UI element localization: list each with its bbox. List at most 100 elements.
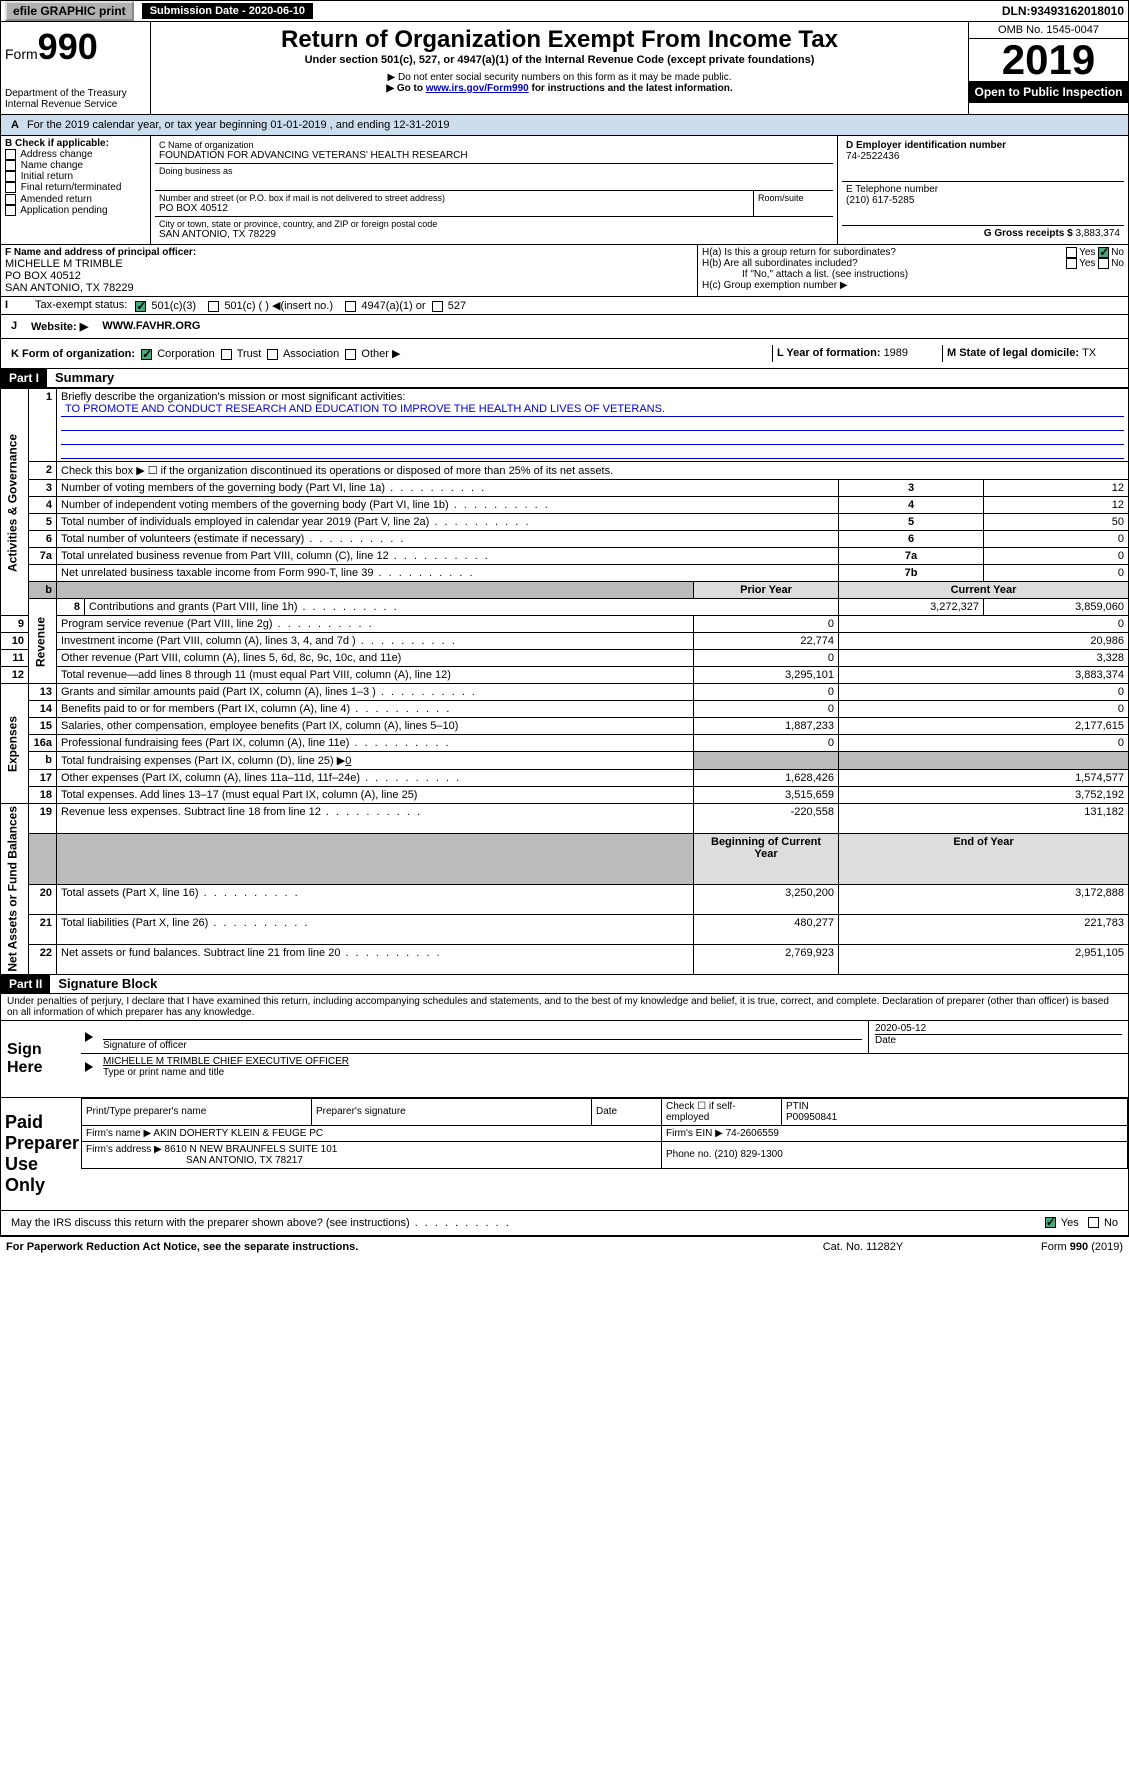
line8: Contributions and grants (Part VIII, lin… bbox=[89, 601, 399, 613]
line4: Number of independent voting members of … bbox=[61, 499, 550, 511]
officer-addr1: PO BOX 40512 bbox=[5, 270, 693, 282]
paid-preparer-label: Paid Preparer Use Only bbox=[1, 1098, 81, 1210]
c18: 3,752,192 bbox=[839, 787, 1129, 804]
line11: Other revenue (Part VIII, column (A), li… bbox=[61, 652, 401, 664]
box-hb: H(b) Are all subordinates included? bbox=[702, 258, 1066, 269]
top-toolbar: efile GRAPHIC print Submission Date - 20… bbox=[0, 0, 1129, 22]
sign-here-label: Sign Here bbox=[1, 1021, 81, 1097]
chk-527[interactable]: 527 bbox=[432, 300, 466, 312]
side-netassets: Net Assets or Fund Balances bbox=[1, 804, 29, 975]
firm-ein-label: Firm's EIN ▶ bbox=[666, 1128, 723, 1139]
c13: 0 bbox=[839, 684, 1129, 701]
website-value: WWW.FAVHR.ORG bbox=[102, 320, 200, 332]
box-i-label: Tax-exempt status: bbox=[31, 297, 131, 314]
line20: Total assets (Part X, line 16) bbox=[61, 887, 300, 899]
side-activities: Activities & Governance bbox=[1, 389, 29, 616]
val16b: 0 bbox=[345, 755, 351, 767]
discuss-no[interactable]: No bbox=[1088, 1217, 1118, 1229]
p8: 3,272,327 bbox=[839, 599, 984, 616]
open-public-badge: Open to Public Inspection bbox=[969, 81, 1128, 103]
p21: 480,277 bbox=[694, 914, 839, 944]
mission-text: TO PROMOTE AND CONDUCT RESEARCH AND EDUC… bbox=[61, 403, 1124, 417]
p15: 1,887,233 bbox=[694, 718, 839, 735]
val3: 12 bbox=[984, 480, 1129, 497]
p22: 2,769,923 bbox=[694, 944, 839, 974]
name-title-label: Type or print name and title bbox=[103, 1067, 1122, 1078]
box-f-label: F Name and address of principal officer: bbox=[5, 247, 693, 258]
firm-addr1: 8610 N NEW BRAUNFELS SUITE 101 bbox=[165, 1144, 338, 1155]
submission-date-badge: Submission Date - 2020-06-10 bbox=[142, 3, 313, 19]
org-info-block: B Check if applicable: Address change Na… bbox=[0, 136, 1129, 245]
p12: 3,295,101 bbox=[694, 667, 839, 684]
box-hc: H(c) Group exemption number ▶ bbox=[702, 280, 1124, 291]
sig-date-value: 2020-05-12 bbox=[875, 1023, 1122, 1034]
arrow-icon bbox=[85, 1062, 93, 1072]
pra-notice: For Paperwork Reduction Act Notice, see … bbox=[6, 1241, 763, 1253]
cat-no: Cat. No. 11282Y bbox=[763, 1241, 963, 1253]
line16b: Total fundraising expenses (Part IX, col… bbox=[61, 755, 345, 767]
chk-trust[interactable]: Trust bbox=[221, 348, 262, 360]
p10: 22,774 bbox=[694, 633, 839, 650]
box-l-label: L Year of formation: bbox=[777, 347, 884, 359]
footer-row: For Paperwork Reduction Act Notice, see … bbox=[0, 1236, 1129, 1257]
firm-name: AKIN DOHERTY KLEIN & FEUGE PC bbox=[153, 1128, 323, 1139]
firm-addr-label: Firm's address ▶ bbox=[86, 1144, 162, 1155]
form-title: Return of Organization Exempt From Incom… bbox=[155, 26, 964, 54]
phone-value: (210) 617-5285 bbox=[846, 195, 1120, 206]
firm-phone: (210) 829-1300 bbox=[714, 1149, 782, 1160]
line22: Net assets or fund balances. Subtract li… bbox=[61, 947, 442, 959]
officer-group-block: F Name and address of principal officer:… bbox=[0, 245, 1129, 297]
ha-yes[interactable]: Yes bbox=[1066, 247, 1095, 258]
ha-no[interactable]: No bbox=[1098, 247, 1124, 258]
p18: 3,515,659 bbox=[694, 787, 839, 804]
line13: Grants and similar amounts paid (Part IX… bbox=[61, 686, 477, 698]
chk-name-change[interactable]: Name change bbox=[5, 160, 146, 171]
ptin-value: P00950841 bbox=[786, 1112, 1123, 1123]
c12: 3,883,374 bbox=[839, 667, 1129, 684]
chk-initial-return[interactable]: Initial return bbox=[5, 171, 146, 182]
chk-4947[interactable]: 4947(a)(1) or bbox=[345, 300, 425, 312]
note-goto: ▶ Go to www.irs.gov/Form990 for instruct… bbox=[155, 83, 964, 94]
prior-year-hdr: Prior Year bbox=[694, 582, 839, 599]
dept-treasury: Department of the Treasury bbox=[5, 88, 146, 99]
efile-print-button[interactable]: efile GRAPHIC print bbox=[5, 1, 134, 21]
p16a: 0 bbox=[694, 735, 839, 752]
firm-phone-label: Phone no. bbox=[666, 1149, 714, 1160]
firm-addr2: SAN ANTONIO, TX 78217 bbox=[86, 1155, 657, 1166]
hb-no[interactable]: No bbox=[1098, 258, 1124, 269]
box-c-name-label: C Name of organization bbox=[159, 140, 829, 150]
irs-link[interactable]: www.irs.gov/Form990 bbox=[426, 83, 529, 94]
hb-yes[interactable]: Yes bbox=[1066, 258, 1095, 269]
line5: Total number of individuals employed in … bbox=[61, 516, 530, 528]
chk-corp[interactable]: Corporation bbox=[141, 348, 215, 360]
p9: 0 bbox=[694, 616, 839, 633]
side-revenue: Revenue bbox=[29, 599, 57, 684]
val6: 0 bbox=[984, 531, 1129, 548]
dba-label: Doing business as bbox=[159, 166, 829, 176]
box-ha: H(a) Is this a group return for subordin… bbox=[702, 247, 1066, 258]
c22: 2,951,105 bbox=[839, 944, 1129, 974]
arrow-icon bbox=[85, 1032, 93, 1042]
val4: 12 bbox=[984, 497, 1129, 514]
discuss-row: May the IRS discuss this return with the… bbox=[0, 1211, 1129, 1236]
sig-date-label: Date bbox=[875, 1034, 1122, 1046]
box-j-label: Website: ▶ bbox=[27, 318, 92, 335]
irs-label: Internal Revenue Service bbox=[5, 99, 146, 110]
line3: Number of voting members of the governin… bbox=[61, 482, 486, 494]
discuss-yes[interactable]: Yes bbox=[1045, 1217, 1079, 1229]
chk-other[interactable]: Other ▶ bbox=[345, 348, 400, 360]
prep-sig-label: Preparer's signature bbox=[312, 1098, 592, 1125]
city-label: City or town, state or province, country… bbox=[159, 219, 829, 229]
self-emp-check[interactable]: Check ☐ if self-employed bbox=[662, 1098, 782, 1125]
p20: 3,250,200 bbox=[694, 884, 839, 914]
chk-app-pending[interactable]: Application pending bbox=[5, 205, 146, 216]
chk-assoc[interactable]: Association bbox=[267, 348, 339, 360]
chk-amended[interactable]: Amended return bbox=[5, 194, 146, 205]
sign-here-block: Sign Here Signature of officer 2020-05-1… bbox=[0, 1021, 1129, 1098]
chk-address-change[interactable]: Address change bbox=[5, 149, 146, 160]
line19: Revenue less expenses. Subtract line 18 … bbox=[61, 806, 422, 818]
line1-label: Briefly describe the organization's miss… bbox=[61, 391, 1124, 403]
chk-501c3[interactable]: 501(c)(3) bbox=[135, 300, 196, 312]
chk-final-return[interactable]: Final return/terminated bbox=[5, 182, 146, 193]
chk-501c[interactable]: 501(c) ( ) ◀(insert no.) bbox=[208, 300, 333, 312]
